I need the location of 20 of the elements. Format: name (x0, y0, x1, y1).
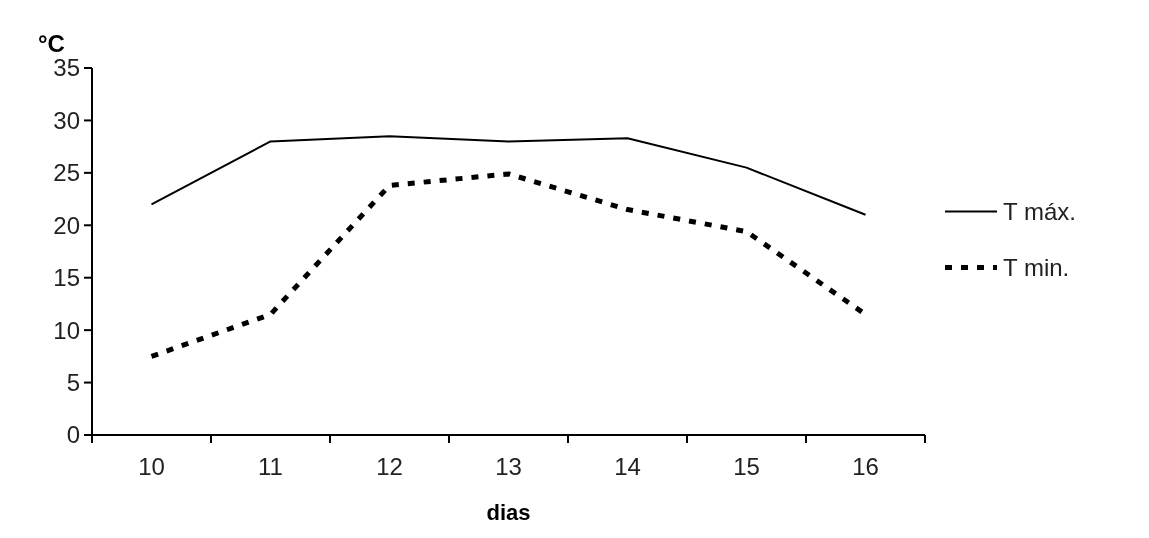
x-tick-label: 12 (376, 453, 403, 480)
y-tick-label: 15 (53, 264, 80, 292)
y-tick-label: 35 (53, 54, 80, 82)
x-tick-label: 15 (733, 453, 760, 480)
y-tick-label: 0 (66, 421, 80, 449)
line-series (150, 135, 867, 216)
x-axis-title: dias (486, 500, 531, 525)
x-tick-label: 14 (614, 453, 641, 480)
x-tick-label: 11 (258, 453, 283, 480)
legend-label: T máx. (1003, 197, 1076, 225)
y-tick-label: 20 (53, 211, 80, 239)
y-tick-label: 5 (66, 368, 80, 396)
x-tick-label: 10 (138, 453, 165, 480)
y-tick-label: 30 (53, 106, 80, 134)
x-tick-label: 13 (495, 453, 522, 480)
y-axis-title: °C (38, 30, 65, 57)
y-tick-label: 25 (53, 159, 80, 187)
legend-label: T min. (1003, 253, 1070, 281)
x-tick-label: 16 (852, 453, 879, 480)
y-tick-label: 10 (53, 316, 80, 344)
